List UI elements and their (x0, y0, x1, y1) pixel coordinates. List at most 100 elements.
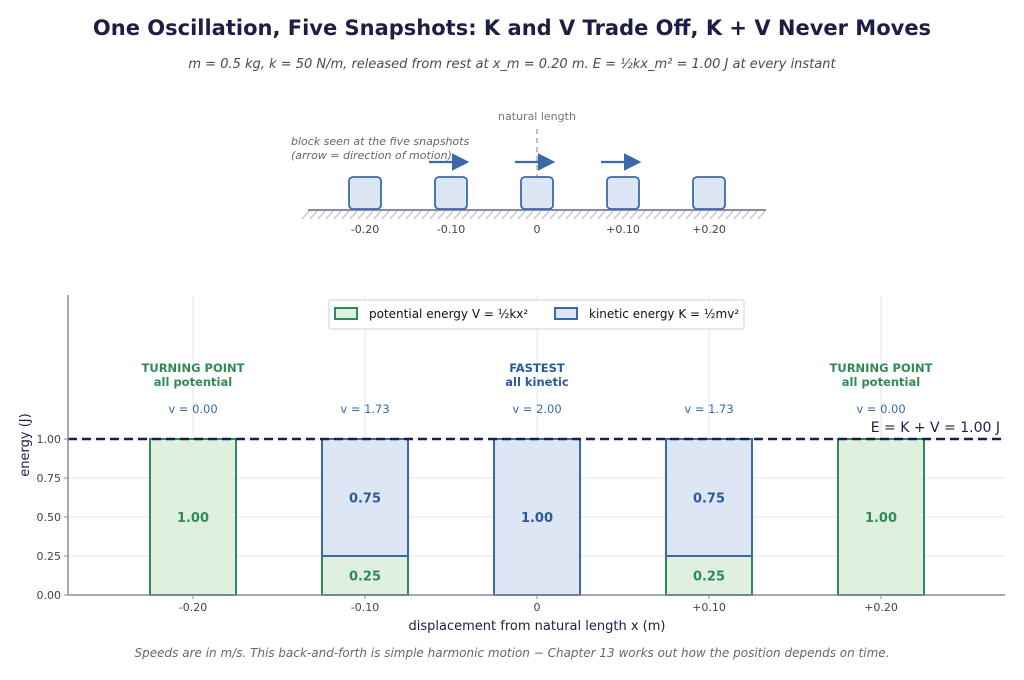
ground-hatch (717, 210, 726, 220)
potential-value-label: 0.25 (693, 570, 725, 585)
annotation-title: TURNING POINT (830, 361, 933, 375)
ground-hatch (349, 210, 358, 220)
y-axis-label: energy (J) (18, 413, 33, 476)
potential-value-label: 0.25 (349, 570, 381, 585)
ground-hatch (757, 210, 766, 220)
ground-hatch (333, 210, 342, 220)
schematic-caption: block seen at the five snapshots (291, 135, 470, 148)
ground-hatch (453, 210, 462, 220)
ground-hatch (709, 210, 718, 220)
total-energy-label: E = K + V = 1.00 J (871, 420, 1000, 436)
ground-hatch (581, 210, 590, 220)
y-tick-label: 0.25 (37, 550, 62, 563)
ground-hatch (685, 210, 694, 220)
y-tick-label: 0.50 (37, 511, 62, 524)
page-title: One Oscillation, Five Snapshots: K and V… (92, 16, 932, 40)
ground-hatch (389, 210, 398, 220)
x-axis-label: displacement from natural length x (m) (409, 619, 666, 634)
legend-swatch-kinetic (554, 307, 578, 320)
ground-hatch (629, 210, 638, 220)
ground-hatch (597, 210, 606, 220)
ground-hatch (461, 210, 470, 220)
ground-hatch (477, 210, 486, 220)
kinetic-value-label: 1.00 (521, 511, 553, 526)
y-tick-label: 1.00 (37, 433, 62, 446)
position-tick-label: 0 (534, 223, 541, 236)
speed-label: v = 1.73 (684, 402, 733, 416)
block-icon (606, 176, 640, 210)
position-tick-label: -0.20 (351, 223, 379, 236)
ground-hatch (565, 210, 574, 220)
ground-hatch (509, 210, 518, 220)
speed-label: v = 0.00 (168, 402, 217, 416)
ground-hatch (365, 210, 374, 220)
ground-hatch (589, 210, 598, 220)
ground-hatch (421, 210, 430, 220)
ground-hatch (573, 210, 582, 220)
position-tick-label: +0.10 (606, 223, 640, 236)
block-icon (434, 176, 468, 210)
ground-hatch (429, 210, 438, 220)
ground-hatch (693, 210, 702, 220)
speed-label: v = 0.00 (856, 402, 905, 416)
annotation-subtitle: all potential (154, 375, 232, 389)
speed-label: v = 1.73 (340, 402, 389, 416)
ground-hatch (605, 210, 614, 220)
ground-hatch (437, 210, 446, 220)
ground-hatch (341, 210, 350, 220)
ground-hatch (493, 210, 502, 220)
ground-hatch (309, 210, 318, 220)
ground-hatch (357, 210, 366, 220)
y-tick-label: 0.75 (37, 472, 62, 485)
y-tick-label: 0.00 (37, 589, 62, 602)
ground-hatch (725, 210, 734, 220)
potential-value-label: 1.00 (177, 511, 209, 526)
ground-hatch (485, 210, 494, 220)
ground-hatch (661, 210, 670, 220)
x-tick-label: -0.10 (351, 601, 379, 614)
annotation-title: FASTEST (509, 361, 565, 375)
annotation-subtitle: all kinetic (505, 375, 569, 389)
ground-hatch (381, 210, 390, 220)
ground-hatch (533, 210, 542, 220)
position-tick-label: +0.20 (692, 223, 726, 236)
speed-label: v = 2.00 (512, 402, 561, 416)
x-tick-label: +0.20 (864, 601, 898, 614)
x-tick-label: +0.10 (692, 601, 726, 614)
legend-box (328, 299, 745, 330)
potential-bar (321, 555, 409, 596)
ground-hatch (469, 210, 478, 220)
page-subtitle: m = 0.5 kg, k = 50 N/m, released from re… (188, 57, 836, 72)
ground-hatch (741, 210, 750, 220)
ground-hatch (373, 210, 382, 220)
kinetic-bar (321, 438, 409, 557)
ground-hatch (621, 210, 630, 220)
chart-legend: potential energy V = ½kx² kinetic energy … (328, 299, 745, 330)
ground-hatch (637, 210, 646, 220)
potential-bar (149, 438, 237, 596)
ground-hatch (517, 210, 526, 220)
ground-hatch (501, 210, 510, 220)
annotation-title: TURNING POINT (142, 361, 245, 375)
ground-hatch (413, 210, 422, 220)
ground-hatch (653, 210, 662, 220)
ground-hatch (325, 210, 334, 220)
block-icon (520, 176, 554, 210)
potential-value-label: 1.00 (865, 511, 897, 526)
schematic-caption: (arrow = direction of motion) (291, 149, 452, 162)
x-tick-label: -0.20 (179, 601, 207, 614)
ground-hatch (645, 210, 654, 220)
natural-length-label: natural length (498, 110, 576, 123)
ground-hatch (525, 210, 534, 220)
legend-label-potential: potential energy V = ½kx² (369, 307, 528, 321)
ground-hatch (749, 210, 758, 220)
x-tick-label: 0 (534, 601, 541, 614)
kinetic-bar (665, 438, 753, 557)
footnote: Speeds are in m/s. This back-and-forth i… (134, 646, 890, 660)
ground-hatch (301, 210, 310, 220)
ground-hatch (613, 210, 622, 220)
annotation-subtitle: all potential (842, 375, 920, 389)
